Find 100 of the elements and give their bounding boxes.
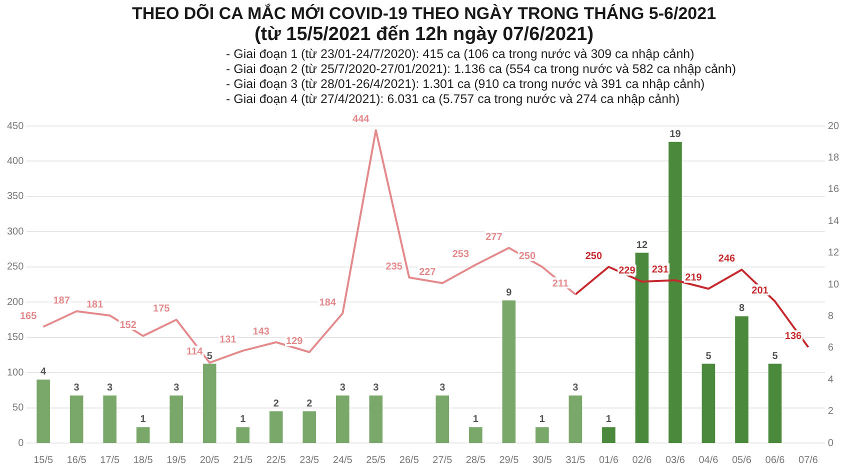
data-label: 181 [86,299,104,310]
data-label: 143 [252,326,270,338]
bar [635,252,649,443]
bar [302,411,316,443]
bar [269,411,283,443]
text: - Giai đoạn 3 (từ 28/01-26/4/2021): 1.301 ca (910 ca trong nước và 391 ca nhập cảnh) [226,77,706,92]
bar [236,427,250,443]
x-tick-label: 04/6 [698,454,719,466]
data-label: 1 [472,414,479,426]
data-label: 211 [552,278,569,290]
bar [202,364,216,443]
x-tick-label: 16/5 [66,454,87,466]
data-label: 2 [306,398,313,410]
data-label: 3 [340,382,346,394]
data-label: 246 [718,254,736,265]
data-label: 250 [585,250,602,262]
bar [170,395,183,443]
x-tick-label: 22/5 [266,454,286,466]
chart-subtitle: (từ 15/5/2021 đến 12h ngày 07/6/2021) [253,24,595,46]
x-tick-label: 19/5 [166,454,187,466]
y-tick-label: 100 [6,367,24,378]
x-tick-label: 02/6 [632,454,652,466]
y-tick-label: 250 [6,262,24,273]
data-label: 277 [486,232,503,243]
y2-tick-label: 8 [828,310,834,322]
data-label: 9 [506,287,512,298]
bar [436,395,450,443]
data-label: 152 [120,320,137,331]
data-label: 3 [107,382,114,394]
x-tick-label: 31/5 [566,454,586,466]
data-label: 129 [286,336,304,348]
data-label: 253 [452,248,470,260]
y-tick-label: 350 [6,191,24,202]
data-label: 1 [240,414,246,426]
x-tick-label: 18/5 [133,454,154,466]
data-label: 2 [273,398,280,410]
x-tick-label: 17/5 [100,454,120,466]
data-label: 4 [40,366,47,378]
data-label: 3 [572,382,579,394]
data-label: 3 [74,382,80,394]
data-label: 19 [670,128,682,140]
y-tick-label: 450 [6,120,24,132]
y2-tick-label: 10 [828,279,840,290]
bar [702,364,716,443]
x-tick-label: 25/5 [366,454,386,466]
y2-tick-label: 18 [828,152,840,164]
x-tick-label: 27/5 [432,454,453,466]
data-label: 3 [174,382,180,394]
bar [502,300,516,443]
bar [103,395,116,443]
x-tick-label: 06/6 [765,454,786,466]
x-tick-label: 20/5 [200,454,220,466]
y-tick-label: 0 [18,438,24,449]
data-label: 3 [373,382,380,394]
x-tick-label: 29/5 [499,454,520,466]
data-label: 201 [752,285,769,296]
bar [735,316,748,443]
x-tick-label: 26/5 [399,454,420,466]
x-tick-label: 21/5 [233,454,254,466]
data-label: 187 [53,295,70,306]
bar [36,380,50,443]
data-label: 12 [636,240,648,251]
x-tick-label: 07/6 [798,454,818,466]
data-label: 1 [539,414,546,426]
y2-tick-label: 16 [828,184,840,196]
bar [668,142,682,443]
data-label: 184 [319,297,336,308]
x-tick-label: 05/6 [732,454,752,466]
bar [536,427,549,443]
data-label: 131 [220,334,237,346]
text: - Giai đoạn 1 (từ 23/01-24/7/2020): 415 ca (106 ca trong nước và 309 ca nhập cảnh) [226,47,696,62]
x-tick-label: 01/6 [598,454,619,466]
y2-tick-label: 20 [828,120,840,132]
y-tick-label: 150 [6,332,24,344]
x-tick-label: 30/5 [532,454,552,466]
y-tick-label: 300 [6,226,24,238]
x-tick-label: 28/5 [466,454,486,466]
bar [369,395,383,443]
y2-tick-label: 0 [828,438,834,449]
data-label: 175 [153,304,170,315]
data-label: 5 [706,350,712,362]
y-tick-label: 200 [6,296,24,308]
x-tick-label: 15/5 [34,454,54,466]
y2-tick-label: 12 [828,248,840,259]
y2-tick-label: 14 [828,216,840,227]
data-label: 227 [419,267,436,278]
data-label: 235 [386,261,403,272]
data-label: 229 [618,266,636,277]
bar [336,395,350,443]
y-tick-label: 50 [12,402,24,414]
bar [568,395,582,443]
chart-title: THEO DÕI CA MẮC MỚI COVID-19 THEO NGÀY TRONG THÁNG 5-6/2021 [130,3,718,25]
y2-tick-label: 2 [828,406,834,418]
data-label: 231 [652,264,669,276]
data-label: 114 [186,346,204,358]
data-label: 165 [20,310,38,322]
x-tick-label: 23/5 [300,454,320,466]
data-label: 1 [606,414,612,426]
bar [70,395,84,443]
data-label: 3 [440,382,446,394]
